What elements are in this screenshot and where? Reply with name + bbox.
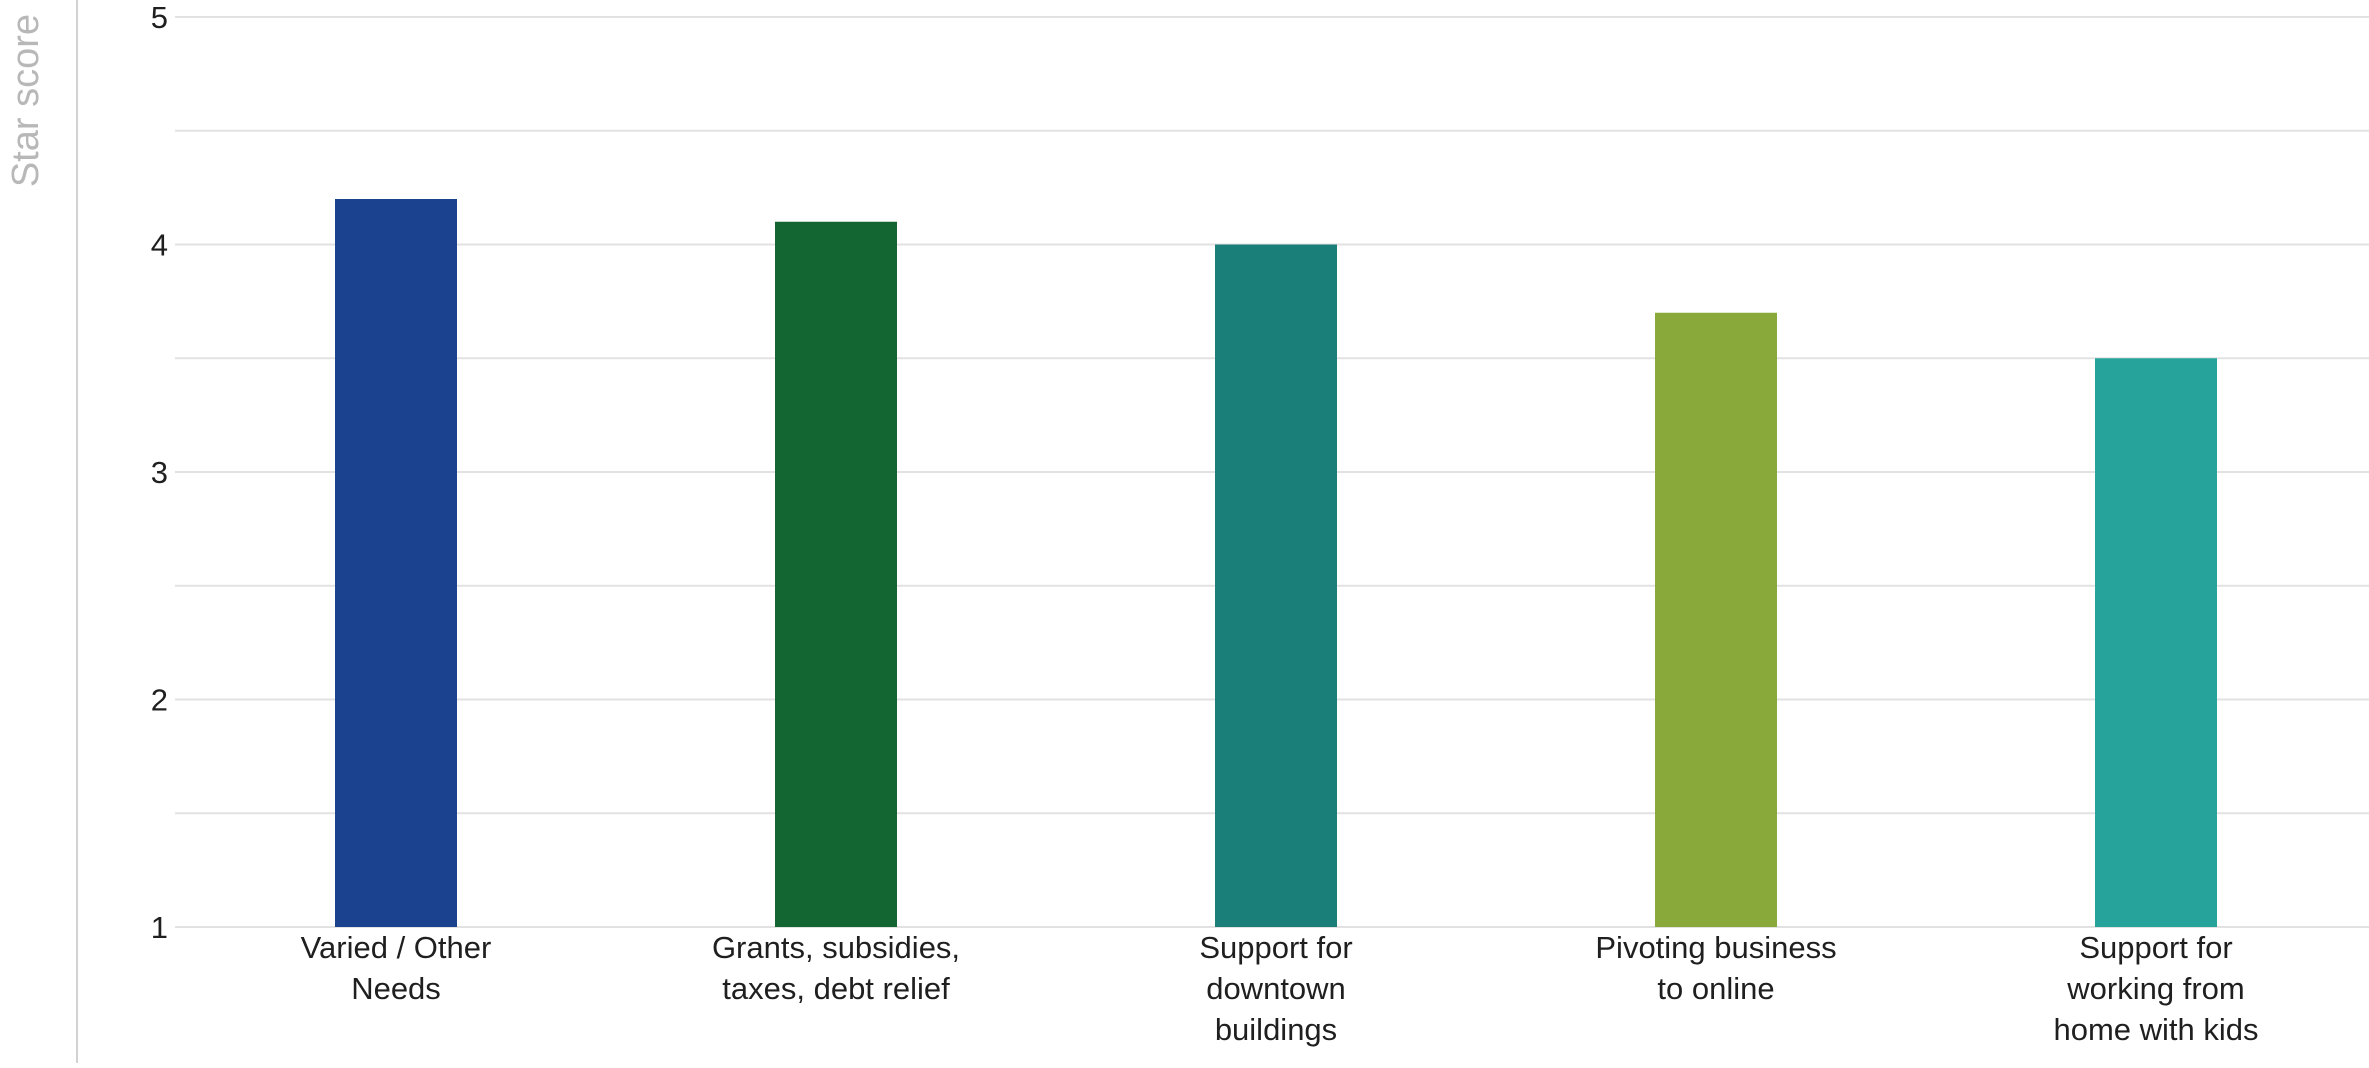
category-label-line: downtown [1206, 971, 1346, 1006]
category-label: Grants, subsidies, taxes, debt relief [712, 930, 960, 1006]
category-label-line: Grants, subsidies, [712, 930, 960, 965]
category-label-line: taxes, debt relief [722, 971, 950, 1006]
category-label-line: buildings [1215, 1012, 1337, 1047]
category-label-line: Pivoting business [1595, 930, 1836, 965]
category-label: Pivoting business to online [1595, 930, 1836, 1006]
category-label: Support for working from home with kids [2053, 930, 2258, 1047]
category-label-line: home with kids [2053, 1012, 2258, 1047]
bar[interactable] [2095, 358, 2217, 927]
y-tick-labels: 1 2 3 4 5 [151, 0, 168, 945]
y-tick-label: 1 [151, 910, 168, 945]
y-tick-label: 4 [151, 228, 168, 263]
category-label: Support for downtown buildings [1199, 930, 1352, 1047]
category-label-line: working from [2066, 971, 2244, 1006]
y-tick-label: 2 [151, 683, 168, 718]
category-label: Varied / Other Needs [301, 930, 492, 1006]
category-labels: Varied / Other Needs Grants, subsidies, tax… [301, 930, 2259, 1047]
y-axis-title: Star score [5, 14, 47, 187]
bars [335, 199, 2217, 927]
bar[interactable] [775, 221, 897, 927]
bar[interactable] [335, 199, 457, 927]
bar[interactable] [1215, 244, 1337, 928]
y-tick-label: 3 [151, 455, 168, 490]
category-label-line: Support for [1199, 930, 1352, 965]
category-label-line: Varied / Other [301, 930, 492, 965]
category-label-line: to online [1657, 971, 1774, 1006]
y-tick-label: 5 [151, 0, 168, 35]
category-label-line: Needs [351, 971, 441, 1006]
bar[interactable] [1655, 312, 1777, 927]
category-label-line: Support for [2079, 930, 2232, 965]
